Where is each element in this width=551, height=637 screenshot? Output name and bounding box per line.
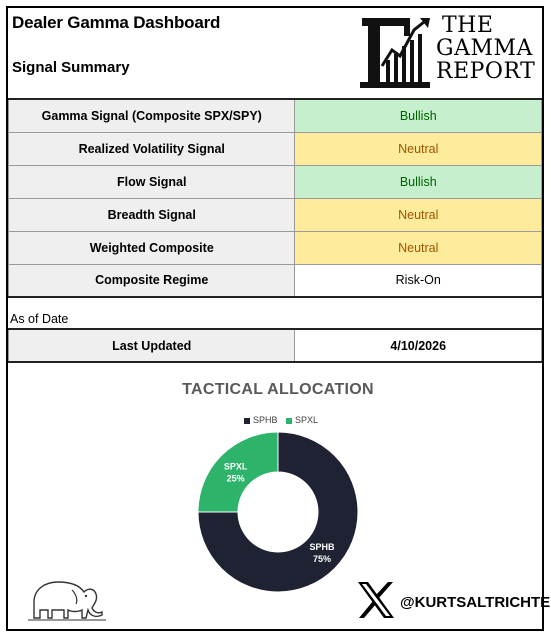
table-row: Realized Volatility Signal Neutral xyxy=(7,131,542,166)
table-row: Weighted Composite Neutral xyxy=(7,230,542,265)
gamma-chart-icon xyxy=(360,18,430,88)
signal-label: Flow Signal xyxy=(7,164,296,199)
x-logo-icon xyxy=(358,582,394,618)
dashboard-frame: Dealer Gamma Dashboard Signal Summary TH… xyxy=(6,6,551,631)
last-updated-label: Last Updated xyxy=(7,328,296,363)
logo-line-1: THE xyxy=(442,13,494,38)
logo-text: THE GAMMA REPORT xyxy=(436,14,538,83)
legend-label-sphb: SPHB xyxy=(252,415,278,425)
signal-label: Breadth Signal xyxy=(7,197,296,232)
table-row: Composite Regime Risk-On xyxy=(7,263,542,298)
donut-chart: SPHB 75% SPXL 25% xyxy=(197,431,359,593)
last-updated-table: Last Updated 4/10/2026 xyxy=(7,328,542,363)
legend-label-spxl: SPXL xyxy=(295,415,319,425)
handle-text: @KURTSALTRICHTER xyxy=(400,594,551,611)
gamma-report-logo: THE GAMMA REPORT xyxy=(358,12,538,92)
signal-value: Risk-On xyxy=(294,263,542,298)
social-handle[interactable]: @KURTSALTRICHTER xyxy=(356,580,551,622)
signal-label: Weighted Composite xyxy=(7,230,296,265)
signal-value: Bullish xyxy=(294,98,542,133)
chart-title: TACTICAL ALLOCATION xyxy=(182,381,374,398)
legend-swatch-spxl xyxy=(286,417,292,424)
as-of-date-label: As of Date xyxy=(10,312,69,326)
chart-legend: SPHB SPXL xyxy=(8,415,548,425)
donut-slice-spxl xyxy=(197,431,279,513)
signal-table: Gamma Signal (Composite SPX/SPY) Bullish… xyxy=(7,98,542,298)
data-label-sphb: SPHB 75% xyxy=(309,542,335,564)
signal-value: Neutral xyxy=(294,230,542,265)
table-row: Breadth Signal Neutral xyxy=(7,197,542,232)
signal-label: Gamma Signal (Composite SPX/SPY) xyxy=(7,98,296,133)
table-row: Flow Signal Bullish xyxy=(7,164,542,199)
signal-value: Neutral xyxy=(294,197,542,232)
logo-line-3: REPORT xyxy=(436,59,536,84)
allocation-chart: TACTICAL ALLOCATION SPHB SPXL SPHB 75% SPX… xyxy=(8,363,542,593)
donut-slice-sphb xyxy=(197,431,359,593)
data-label-spxl: SPXL 25% xyxy=(224,462,248,484)
signal-label: Composite Regime xyxy=(7,263,296,298)
signal-label: Realized Volatility Signal xyxy=(7,131,296,166)
signal-value: Bullish xyxy=(294,164,542,199)
signal-value: Neutral xyxy=(294,131,542,166)
table-row: Gamma Signal (Composite SPX/SPY) Bullish xyxy=(7,98,542,133)
section-subtitle: Signal Summary xyxy=(12,59,130,76)
elephant-icon xyxy=(28,581,106,621)
logo-line-2: GAMMA xyxy=(436,36,533,61)
legend-swatch-sphb xyxy=(243,417,250,424)
table-row: Last Updated 4/10/2026 xyxy=(7,328,542,363)
page-title: Dealer Gamma Dashboard xyxy=(12,13,221,32)
last-updated-value: 4/10/2026 xyxy=(294,328,542,363)
